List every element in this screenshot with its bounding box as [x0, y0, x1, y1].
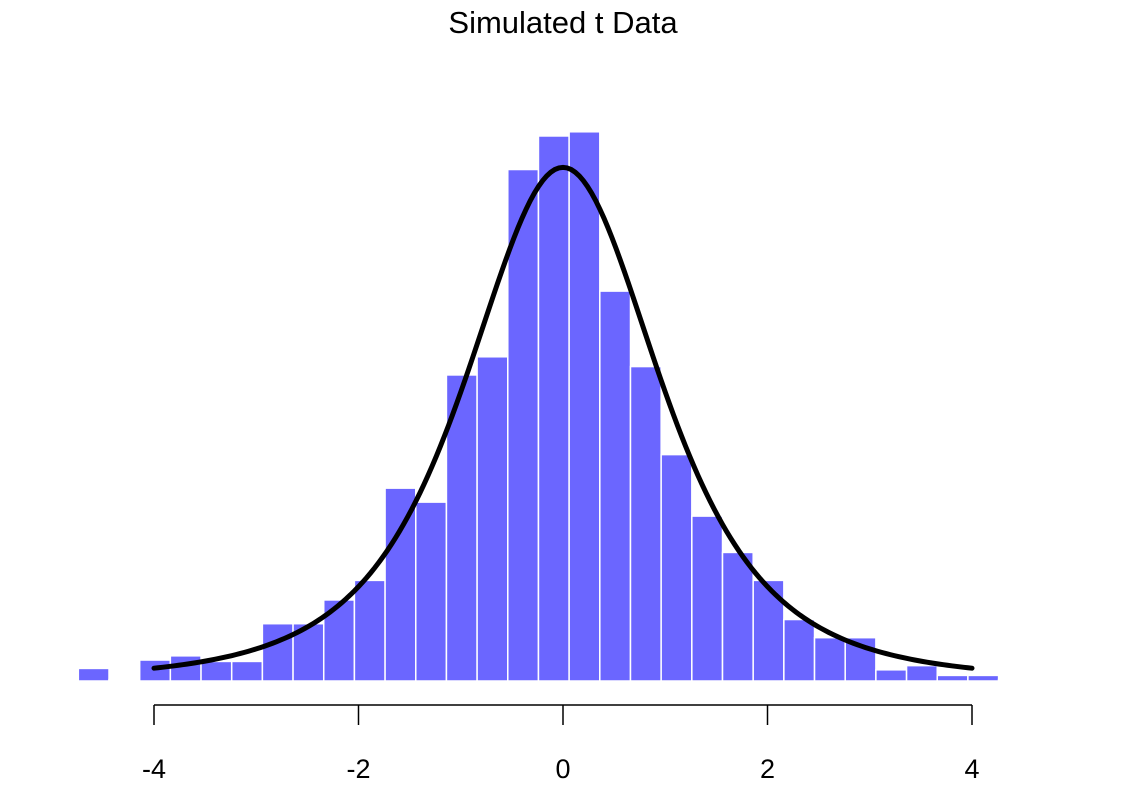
- histogram-bar: [691, 515, 724, 682]
- histogram-bar: [169, 655, 202, 682]
- histogram-bar: [936, 674, 969, 682]
- histogram-bar: [415, 501, 448, 682]
- histogram-bar: [353, 579, 386, 682]
- x-tick-label: 4: [964, 754, 979, 784]
- histogram-bar: [660, 453, 693, 682]
- x-tick-label: 2: [760, 754, 775, 784]
- histogram-bar: [844, 636, 877, 682]
- histogram-bar: [783, 618, 816, 682]
- histogram-bar: [1059, 678, 1092, 682]
- histogram-bar: [507, 168, 540, 682]
- histogram-bar: [322, 599, 356, 682]
- histogram-bar: [537, 135, 570, 682]
- density-curve: [151, 164, 975, 671]
- histogram-bar: [752, 579, 785, 682]
- histogram-bar: [721, 551, 754, 682]
- histogram-bar: [108, 678, 141, 682]
- histogram-bar: [629, 365, 662, 682]
- x-axis: -4 -2 0 2 4: [142, 704, 980, 784]
- histogram-bar: [905, 664, 938, 682]
- histogram-bar: [813, 636, 846, 682]
- histogram-bar: [200, 660, 233, 682]
- histogram-bar: [230, 660, 264, 682]
- histogram-bars: [9, 131, 1117, 682]
- x-tick-label: -4: [142, 754, 166, 784]
- histogram-bar: [967, 674, 1000, 682]
- histogram-bar: [384, 487, 417, 682]
- histogram-bar: [568, 131, 601, 682]
- histogram-bar: [261, 622, 294, 682]
- histogram-bar: [997, 678, 1031, 682]
- x-tick-label: 0: [555, 754, 570, 784]
- histogram-bar: [445, 374, 478, 682]
- histogram-bar: [77, 667, 110, 682]
- histogram-bar: [9, 678, 18, 682]
- histogram-bar: [875, 669, 908, 682]
- x-tick-label: -2: [346, 754, 370, 784]
- histogram-bar: [1089, 678, 1117, 682]
- histogram-bar: [599, 290, 632, 682]
- chart-title: Simulated t Data: [448, 5, 678, 40]
- histogram-bar: [476, 356, 509, 682]
- histogram-bar: [1028, 678, 1061, 682]
